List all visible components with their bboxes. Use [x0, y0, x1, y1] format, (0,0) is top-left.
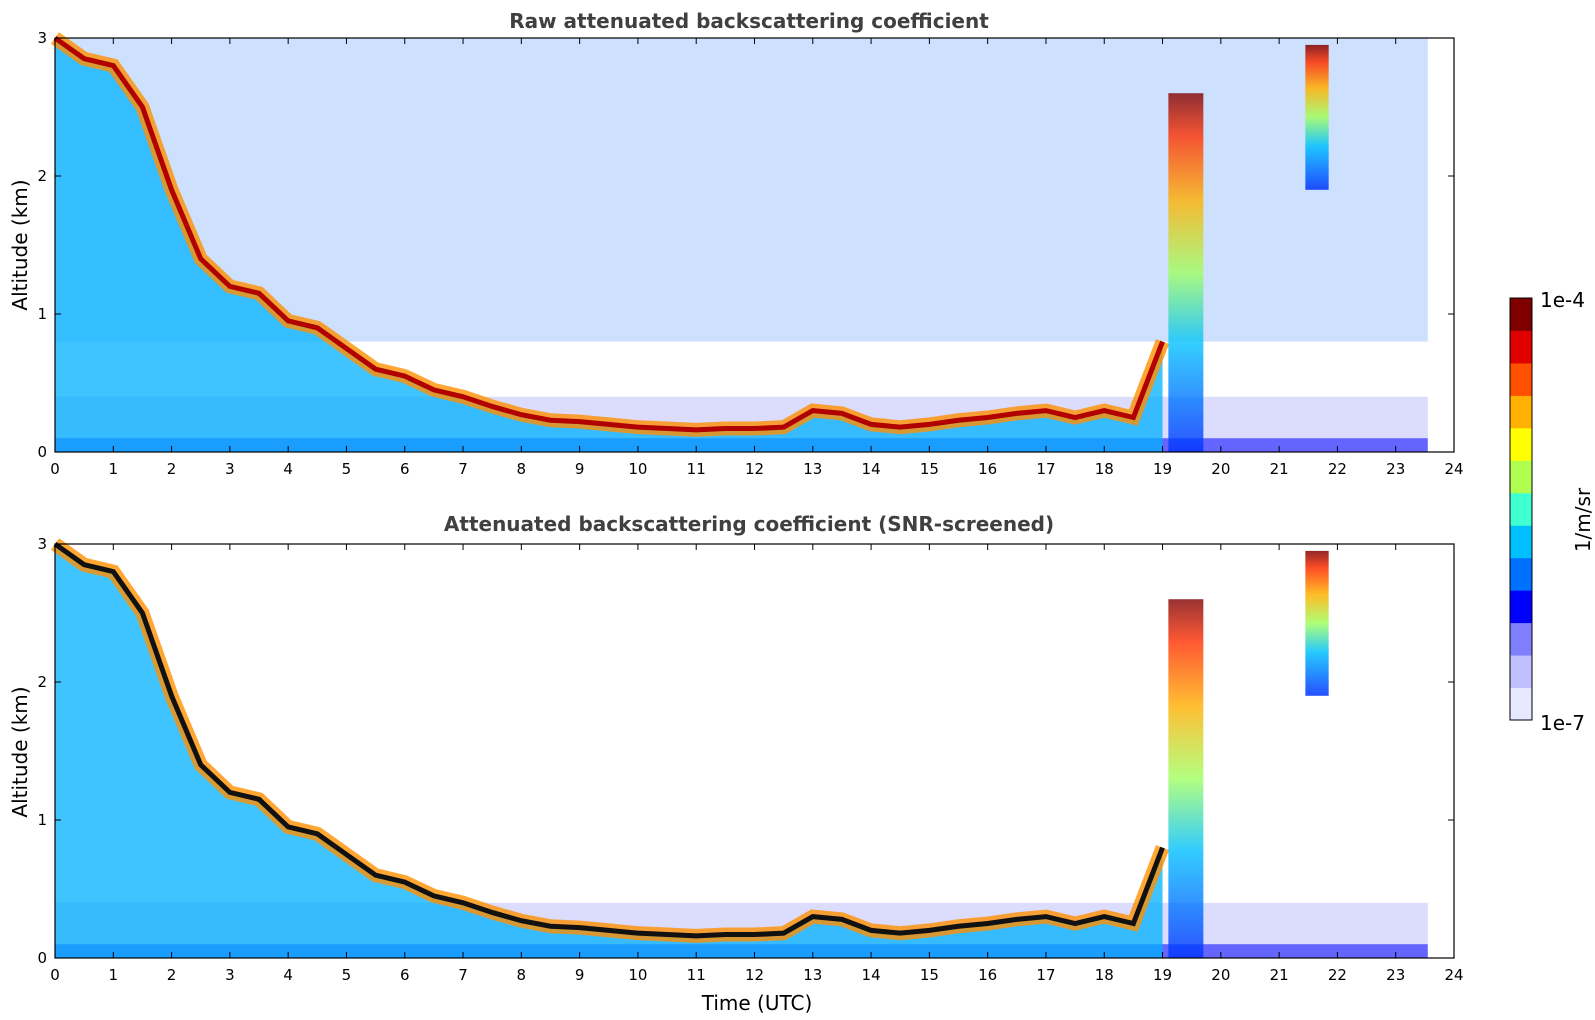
colorbar-segment [1510, 330, 1532, 364]
panel2-ylabel: Altitude (km) [8, 686, 32, 817]
colorbar-segment [1510, 460, 1532, 494]
xtick-label: 6 [400, 460, 410, 478]
ytick-label: 3 [37, 29, 47, 47]
xtick-label: 3 [225, 966, 235, 984]
xtick-label: 21 [1270, 460, 1289, 478]
xtick-label: 16 [978, 966, 997, 984]
xtick-label: 11 [687, 966, 706, 984]
xtick-label: 17 [1036, 460, 1055, 478]
xtick-label: 21 [1270, 966, 1289, 984]
ytick-label: 2 [37, 673, 47, 691]
xtick-label: 13 [803, 966, 822, 984]
xtick-label: 7 [458, 966, 468, 984]
colorbar-segment [1510, 492, 1532, 526]
xtick-label: 23 [1386, 460, 1405, 478]
xtick-label: 24 [1444, 966, 1463, 984]
ytick-label: 1 [37, 811, 47, 829]
colorbar-segment [1510, 395, 1532, 429]
xtick-label: 22 [1328, 460, 1347, 478]
xtick-label: 20 [1211, 460, 1230, 478]
xtick-label: 2 [167, 966, 177, 984]
panel1-title: Raw attenuated backscattering coefficien… [509, 9, 989, 33]
colorbar-segment [1510, 557, 1532, 591]
aerosol-layer [55, 38, 1163, 452]
xtick-label: 5 [342, 966, 352, 984]
xtick-label: 23 [1386, 966, 1405, 984]
colorbar-segment [1510, 427, 1532, 461]
xtick-label: 19 [1153, 460, 1172, 478]
xtick-label: 0 [50, 966, 60, 984]
xtick-label: 8 [517, 966, 527, 984]
xtick-label: 9 [575, 460, 585, 478]
xtick-label: 5 [342, 460, 352, 478]
xtick-label: 13 [803, 460, 822, 478]
xtick-label: 18 [1095, 460, 1114, 478]
xtick-label: 19 [1153, 966, 1172, 984]
colorbar-segment [1510, 362, 1532, 396]
xtick-label: 12 [745, 460, 764, 478]
cloud-19h [1168, 599, 1204, 958]
colorbar-frame [1509, 297, 1533, 721]
colorbar-segment [1510, 655, 1532, 689]
xtick-label: 4 [283, 966, 293, 984]
cloud-21h [1305, 550, 1329, 696]
xtick-label: 6 [400, 966, 410, 984]
panel2-title: Attenuated backscattering coefficient (S… [444, 512, 1054, 536]
xtick-label: 15 [920, 460, 939, 478]
xtick-label: 3 [225, 460, 235, 478]
xtick-label: 11 [687, 460, 706, 478]
xtick-label: 0 [50, 460, 60, 478]
colorbar-segment [1510, 525, 1532, 559]
layer-top-line [53, 35, 1165, 433]
xtick-label: 10 [628, 966, 647, 984]
cloud-19h [1168, 93, 1204, 452]
xtick-label: 22 [1328, 966, 1347, 984]
colorbar [1509, 297, 1533, 721]
xtick-label: 17 [1036, 966, 1055, 984]
colorbar-max-label: 1e-4 [1540, 288, 1585, 312]
xtick-label: 1 [109, 966, 119, 984]
colorbar-segment [1510, 590, 1532, 624]
xtick-label: 9 [575, 966, 585, 984]
ytick-label: 0 [37, 443, 47, 461]
panel1-ylabel: Altitude (km) [8, 179, 32, 310]
colorbar-min-label: 1e-7 [1540, 711, 1585, 735]
xtick-label: 4 [283, 460, 293, 478]
layer-top-line [53, 541, 1165, 939]
xtick-label: 20 [1211, 966, 1230, 984]
xtick-label: 24 [1444, 460, 1463, 478]
xtick-label: 12 [745, 966, 764, 984]
xtick-label: 8 [517, 460, 527, 478]
xtick-label: 18 [1095, 966, 1114, 984]
ytick-label: 2 [37, 167, 47, 185]
xtick-label: 16 [978, 460, 997, 478]
ytick-label: 3 [37, 535, 47, 553]
colorbar-segment [1510, 687, 1532, 721]
panel2-xlabel: Time (UTC) [701, 991, 813, 1015]
xtick-label: 15 [920, 966, 939, 984]
ytick-label: 1 [37, 305, 47, 323]
xtick-label: 14 [862, 966, 881, 984]
colorbar-segment [1510, 622, 1532, 656]
colorbar-segment [1510, 298, 1532, 331]
aerosol-layer [55, 544, 1163, 958]
colorbar-unit-label: 1/m/sr [1571, 487, 1595, 552]
ytick-label: 0 [37, 949, 47, 967]
xtick-label: 14 [862, 460, 881, 478]
cloud-21h [1305, 44, 1329, 190]
xtick-label: 10 [628, 460, 647, 478]
xtick-label: 1 [109, 460, 119, 478]
xtick-label: 7 [458, 460, 468, 478]
xtick-label: 2 [167, 460, 177, 478]
